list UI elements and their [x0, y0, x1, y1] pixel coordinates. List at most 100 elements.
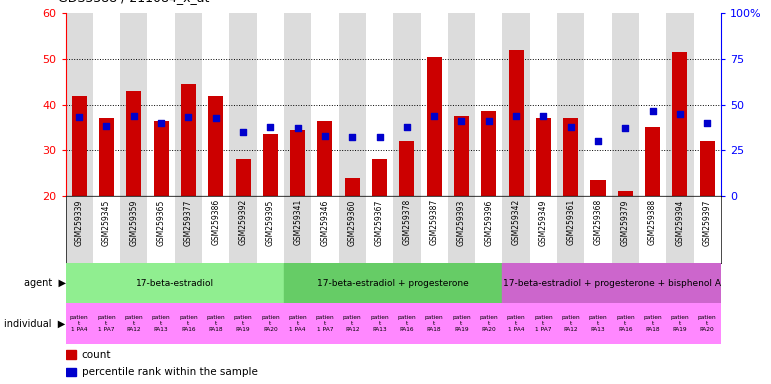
- Bar: [694, 196, 721, 263]
- Point: [537, 113, 550, 119]
- Bar: [257, 196, 284, 263]
- Text: GSM259365: GSM259365: [157, 199, 166, 246]
- Bar: [284, 13, 311, 196]
- Text: patien
t
PA13: patien t PA13: [152, 315, 170, 332]
- Bar: [481, 111, 497, 196]
- Bar: [366, 13, 393, 196]
- Bar: [181, 84, 196, 196]
- Text: GSM259396: GSM259396: [484, 199, 493, 246]
- Bar: [147, 196, 175, 263]
- Bar: [93, 13, 120, 196]
- Bar: [618, 191, 633, 196]
- Bar: [311, 13, 338, 196]
- Point: [237, 129, 249, 135]
- Text: patien
t
1 PA4: patien t 1 PA4: [507, 315, 525, 332]
- Text: patien
t
PA19: patien t PA19: [671, 315, 689, 332]
- Point: [346, 134, 359, 140]
- Text: patien
t
PA13: patien t PA13: [370, 315, 389, 332]
- Bar: [591, 180, 605, 196]
- Text: GSM259397: GSM259397: [702, 199, 712, 246]
- Text: patien
t
PA20: patien t PA20: [698, 315, 716, 332]
- Bar: [345, 177, 360, 196]
- Text: count: count: [82, 350, 111, 360]
- Bar: [393, 196, 420, 263]
- Bar: [530, 196, 557, 263]
- Point: [510, 113, 522, 119]
- Point: [646, 108, 658, 114]
- Bar: [120, 196, 147, 263]
- Bar: [639, 196, 666, 263]
- Point: [318, 132, 331, 139]
- Text: GSM259392: GSM259392: [238, 199, 247, 245]
- Bar: [290, 130, 305, 196]
- Text: patien
t
1 PA7: patien t 1 PA7: [97, 315, 116, 332]
- Bar: [175, 196, 202, 263]
- Bar: [318, 121, 332, 196]
- Text: patien
t
1 PA4: patien t 1 PA4: [288, 315, 307, 332]
- Bar: [393, 13, 420, 196]
- Point: [483, 118, 495, 124]
- Bar: [311, 196, 338, 263]
- Bar: [66, 196, 93, 263]
- Point: [428, 113, 440, 119]
- Bar: [420, 13, 448, 196]
- Text: patien
t
PA20: patien t PA20: [480, 315, 498, 332]
- Bar: [93, 196, 120, 263]
- Text: GSM259386: GSM259386: [211, 199, 221, 245]
- Bar: [503, 13, 530, 196]
- Bar: [338, 13, 366, 196]
- Point: [210, 115, 222, 121]
- Bar: [202, 13, 230, 196]
- Bar: [372, 159, 387, 196]
- Point: [564, 124, 577, 131]
- Text: GSM259361: GSM259361: [566, 199, 575, 245]
- Point: [619, 125, 631, 131]
- Bar: [666, 196, 694, 263]
- Text: GSM259341: GSM259341: [293, 199, 302, 245]
- Bar: [448, 13, 475, 196]
- Text: GSM259395: GSM259395: [266, 199, 274, 246]
- Text: patien
t
1 PA7: patien t 1 PA7: [315, 315, 335, 332]
- Text: GSM259342: GSM259342: [512, 199, 520, 245]
- Text: patien
t
1 PA4: patien t 1 PA4: [70, 315, 89, 332]
- Bar: [694, 13, 721, 196]
- Point: [291, 125, 304, 131]
- Text: GSM259379: GSM259379: [621, 199, 630, 246]
- Bar: [563, 118, 578, 196]
- Text: 17-beta-estradiol: 17-beta-estradiol: [136, 279, 214, 288]
- Bar: [257, 13, 284, 196]
- Text: patien
t
PA12: patien t PA12: [343, 315, 362, 332]
- Point: [674, 111, 686, 117]
- Text: GSM259378: GSM259378: [402, 199, 412, 245]
- Text: percentile rank within the sample: percentile rank within the sample: [82, 367, 258, 377]
- Point: [182, 114, 194, 121]
- Text: patien
t
PA12: patien t PA12: [561, 315, 580, 332]
- Point: [456, 118, 468, 124]
- Text: GDS3388 / 211084_x_at: GDS3388 / 211084_x_at: [58, 0, 209, 4]
- Bar: [557, 13, 584, 196]
- Bar: [120, 13, 147, 196]
- Bar: [584, 13, 611, 196]
- Text: patien
t
PA18: patien t PA18: [643, 315, 662, 332]
- Text: patien
t
PA16: patien t PA16: [179, 315, 197, 332]
- Bar: [230, 196, 257, 263]
- Text: GSM259359: GSM259359: [130, 199, 138, 246]
- Bar: [503, 196, 530, 263]
- Bar: [263, 134, 278, 196]
- Point: [701, 120, 713, 126]
- Bar: [530, 13, 557, 196]
- Text: patien
t
PA18: patien t PA18: [425, 315, 443, 332]
- Text: GSM259360: GSM259360: [348, 199, 357, 246]
- Text: patien
t
PA18: patien t PA18: [207, 315, 225, 332]
- Bar: [153, 121, 169, 196]
- Bar: [639, 13, 666, 196]
- Bar: [66, 350, 76, 359]
- Text: patien
t
PA19: patien t PA19: [234, 315, 252, 332]
- Bar: [536, 118, 551, 196]
- Point: [128, 113, 140, 119]
- Bar: [230, 13, 257, 196]
- Bar: [66, 368, 76, 376]
- Bar: [666, 13, 694, 196]
- Bar: [611, 13, 639, 196]
- Bar: [645, 127, 660, 196]
